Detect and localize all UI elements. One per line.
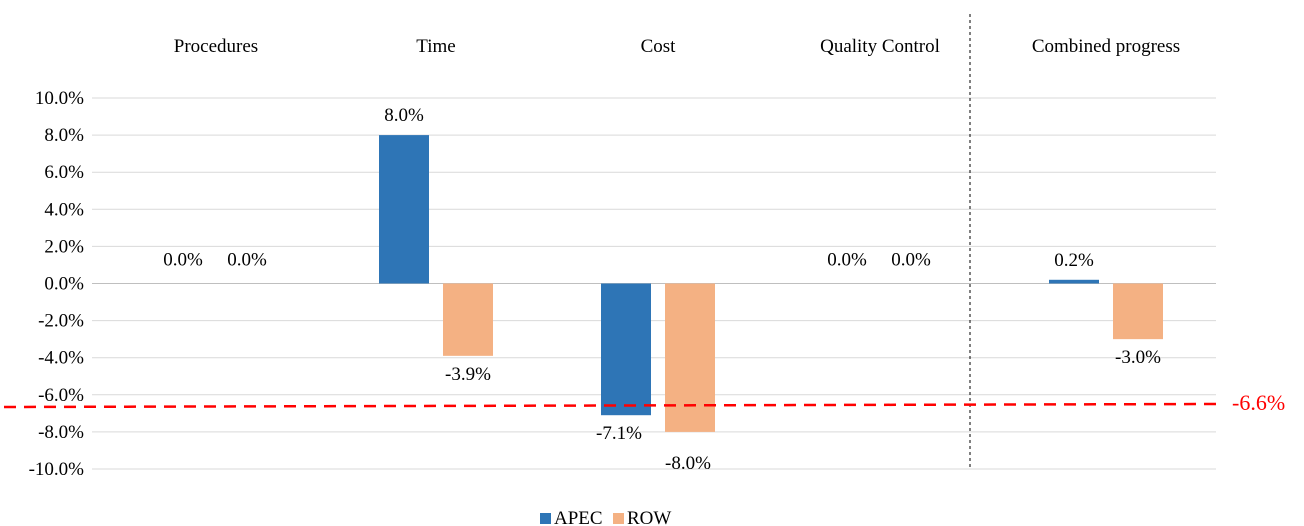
data-label: -8.0% xyxy=(665,453,711,474)
category-label: Procedures xyxy=(174,36,258,57)
y-tick-label: 10.0% xyxy=(35,88,84,109)
bar-apec xyxy=(601,283,651,416)
legend-label: ROW xyxy=(627,508,671,526)
data-label: 8.0% xyxy=(384,105,424,126)
data-label: 0.0% xyxy=(227,250,267,271)
y-tick-label: -8.0% xyxy=(38,422,84,443)
y-tick-label: -6.0% xyxy=(38,385,84,406)
bar-apec xyxy=(379,135,429,284)
y-tick-label: -2.0% xyxy=(38,311,84,332)
legend-label: APEC xyxy=(554,508,603,526)
bar-row xyxy=(1113,283,1163,340)
reference-line xyxy=(3,402,1219,409)
y-tick-label: 8.0% xyxy=(44,125,84,146)
data-label: 0.0% xyxy=(827,250,867,271)
category-label: Quality Control xyxy=(820,36,940,57)
y-tick-label: -10.0% xyxy=(29,459,85,480)
legend-swatch-apec xyxy=(540,513,551,524)
data-label: -3.9% xyxy=(445,364,491,385)
data-label: -7.1% xyxy=(596,423,642,444)
y-tick-label: -4.0% xyxy=(38,348,84,369)
data-label: -3.0% xyxy=(1115,347,1161,368)
y-tick-label: 0.0% xyxy=(44,274,84,295)
y-tick-label: 6.0% xyxy=(44,162,84,183)
category-label: Time xyxy=(416,36,455,57)
y-tick-label: 2.0% xyxy=(44,236,84,257)
data-label: 0.2% xyxy=(1054,250,1094,271)
y-tick-label: 4.0% xyxy=(44,199,84,220)
category-label: Combined progress xyxy=(1032,36,1180,57)
data-label: 0.0% xyxy=(163,250,203,271)
bar-row xyxy=(665,283,715,432)
bar-apec xyxy=(1049,279,1099,284)
category-label: Cost xyxy=(641,36,677,57)
bar-row xyxy=(443,283,493,356)
reference-line-label: -6.6% xyxy=(1232,390,1285,415)
legend-swatch-row xyxy=(613,513,624,524)
data-label: 0.0% xyxy=(891,250,931,271)
